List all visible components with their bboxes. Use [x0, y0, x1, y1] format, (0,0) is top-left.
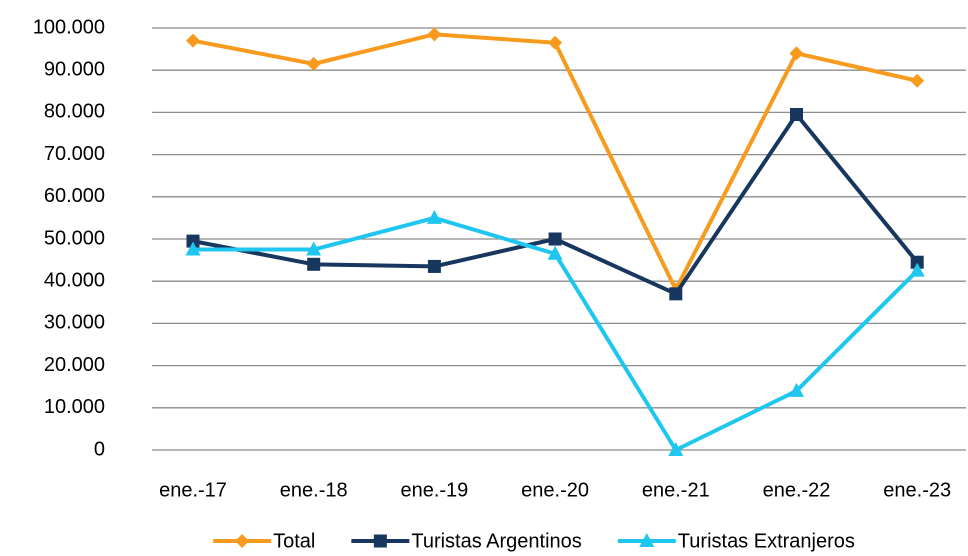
marker [307, 257, 321, 271]
marker [790, 108, 803, 122]
y-tick-label: 80.000 [44, 101, 105, 123]
y-tick-label: 20.000 [44, 354, 105, 376]
y-tick-label: 0 [94, 438, 105, 460]
marker [427, 27, 442, 42]
legend: Total Turistas Argentinos Turistas Extranj… [213, 530, 855, 552]
y-tick-label: 100.000 [33, 16, 105, 38]
legend-item: Total [213, 530, 315, 552]
marker [306, 56, 321, 71]
x-tick-label: ene.-19 [400, 479, 468, 501]
marker [426, 209, 442, 224]
y-tick-label: 50.000 [44, 227, 105, 249]
y-tick-label: 60.000 [44, 185, 105, 207]
marker [186, 33, 200, 48]
y-tick-label: 10.000 [44, 396, 105, 418]
marker [789, 382, 804, 397]
y-tick-label: 30.000 [44, 312, 105, 334]
y-tick-label: 90.000 [44, 58, 105, 80]
line [192, 112, 919, 296]
legend-label: Turistas Argentinos [411, 530, 581, 552]
marker [548, 35, 563, 50]
marker [235, 534, 250, 548]
legend-item: Turistas Extranjeros [617, 530, 855, 552]
x-tick-label: ene.-21 [642, 479, 710, 501]
marker [669, 287, 683, 301]
legend-item: Turistas Argentinos [351, 530, 582, 552]
marker [185, 241, 201, 256]
marker [909, 262, 925, 277]
legend-label: Turistas Extranjeros [678, 530, 855, 552]
x-tick-label: ene.-23 [883, 479, 951, 501]
x-tick-label: ene.-18 [280, 479, 348, 501]
y-tick-label: 70.000 [44, 143, 105, 165]
marker [427, 259, 441, 273]
legend-label: Total [273, 530, 315, 552]
marker [373, 534, 387, 548]
marker [548, 232, 562, 246]
marker [910, 255, 924, 269]
marker [789, 46, 804, 61]
series [185, 209, 925, 456]
marker [910, 73, 925, 88]
x-tick-label: ene.-17 [159, 479, 227, 501]
y-tick-label: 40.000 [44, 269, 105, 291]
series [186, 108, 924, 301]
x-tick-label: ene.-20 [521, 479, 589, 501]
marker [186, 234, 200, 248]
x-tick-label: ene.-22 [763, 479, 831, 501]
marker [547, 245, 563, 260]
marker [306, 241, 322, 256]
marker [668, 442, 684, 456]
marker [639, 533, 655, 547]
